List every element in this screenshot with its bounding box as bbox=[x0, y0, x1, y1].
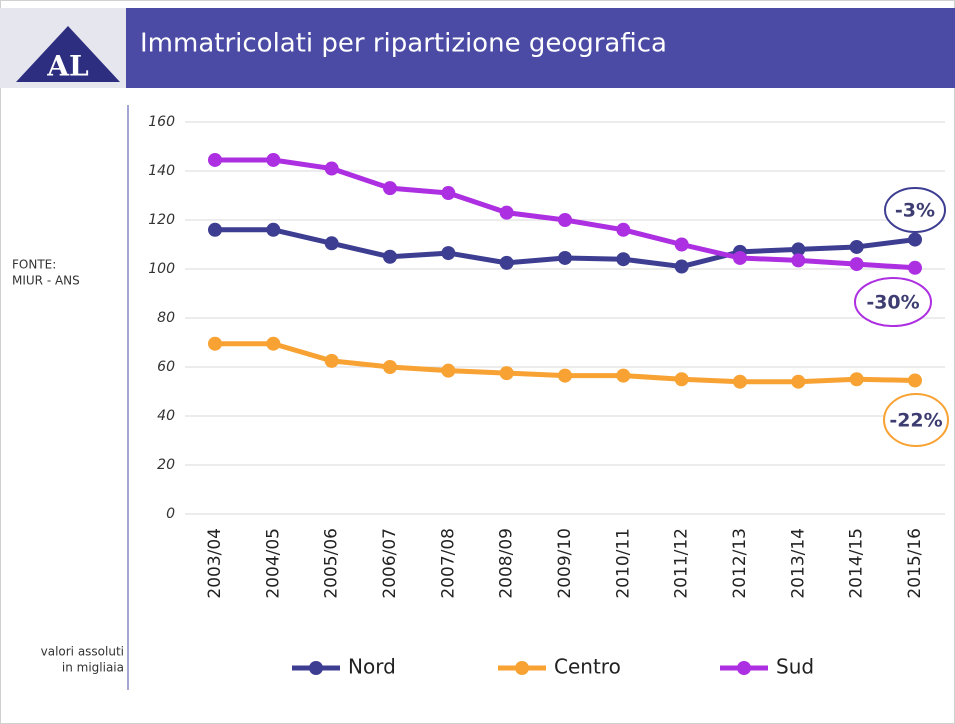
point bbox=[616, 252, 631, 267]
units-label: in migliaia bbox=[62, 661, 124, 675]
legend-label: Sud bbox=[776, 655, 814, 679]
point bbox=[441, 186, 456, 201]
point bbox=[324, 161, 339, 176]
point bbox=[499, 205, 514, 220]
x-tick-label: 2013/14 bbox=[788, 528, 808, 599]
point bbox=[558, 368, 572, 383]
legend-label: Centro bbox=[554, 655, 621, 679]
y-tick-label: 100 bbox=[148, 261, 175, 277]
annotation-text: -3% bbox=[895, 200, 935, 222]
y-tick-label: 120 bbox=[148, 212, 175, 228]
point bbox=[791, 242, 806, 257]
x-tick-label: 2003/04 bbox=[205, 528, 225, 599]
legend-marker bbox=[515, 661, 529, 675]
chart-title: Immatricolati per ripartizione geografic… bbox=[140, 29, 667, 59]
point bbox=[383, 181, 397, 196]
point bbox=[383, 360, 397, 374]
point bbox=[733, 374, 747, 389]
y-tick-label: 0 bbox=[166, 506, 175, 522]
point bbox=[908, 260, 922, 275]
legend-label: Nord bbox=[348, 655, 396, 679]
annotation-ring bbox=[854, 277, 932, 327]
point bbox=[616, 222, 631, 237]
point bbox=[849, 372, 864, 387]
y-tick-label: 20 bbox=[157, 457, 175, 473]
x-tick-label: 2010/11 bbox=[613, 528, 633, 599]
point bbox=[266, 152, 281, 167]
x-tick-label: 2011/12 bbox=[672, 528, 692, 599]
y-tick-label: 80 bbox=[157, 310, 175, 326]
point bbox=[791, 374, 806, 389]
point bbox=[674, 237, 689, 252]
point bbox=[208, 336, 222, 351]
x-tick-label: 2007/08 bbox=[438, 528, 458, 599]
logo-triangle bbox=[16, 26, 120, 82]
point bbox=[849, 257, 864, 272]
point bbox=[791, 253, 806, 268]
point bbox=[908, 232, 922, 247]
annotation-text: -22% bbox=[889, 410, 942, 432]
x-tick-label: 2014/15 bbox=[847, 528, 867, 599]
header-band bbox=[0, 8, 955, 88]
point bbox=[441, 246, 456, 261]
x-tick-label: 2015/16 bbox=[905, 528, 925, 599]
point bbox=[674, 259, 689, 274]
point bbox=[499, 366, 514, 381]
x-tick-label: 2004/05 bbox=[263, 528, 283, 599]
legend-marker bbox=[309, 661, 323, 675]
source-label: FONTE: bbox=[12, 258, 56, 272]
y-tick-label: 60 bbox=[157, 359, 175, 375]
point bbox=[674, 372, 689, 387]
x-tick-label: 2012/13 bbox=[730, 528, 750, 599]
point bbox=[324, 236, 339, 251]
point bbox=[499, 255, 514, 270]
logo-text: AL bbox=[46, 50, 89, 83]
annotation-ring bbox=[883, 393, 949, 447]
point bbox=[908, 373, 922, 388]
x-tick-label: 2008/09 bbox=[497, 528, 517, 599]
point bbox=[324, 353, 339, 368]
point bbox=[266, 222, 281, 237]
y-tick-label: 40 bbox=[157, 408, 175, 424]
point bbox=[849, 239, 864, 254]
point bbox=[383, 249, 397, 264]
annotation-text: -30% bbox=[866, 292, 919, 314]
source-label: MIUR - ANS bbox=[12, 274, 80, 288]
point bbox=[441, 363, 456, 378]
x-tick-label: 2006/07 bbox=[380, 528, 400, 599]
x-tick-label: 2005/06 bbox=[322, 528, 342, 599]
units-label: valori assoluti bbox=[41, 645, 124, 659]
point bbox=[733, 250, 747, 265]
y-tick-label: 140 bbox=[148, 163, 175, 179]
point bbox=[558, 250, 572, 265]
point bbox=[208, 152, 222, 167]
x-tick-label: 2009/10 bbox=[555, 528, 575, 599]
annotation-ring bbox=[884, 187, 946, 233]
point bbox=[266, 336, 281, 351]
point bbox=[558, 213, 572, 227]
legend-marker bbox=[737, 661, 751, 675]
point bbox=[208, 222, 222, 237]
point bbox=[616, 368, 631, 383]
y-tick-label: 160 bbox=[148, 114, 175, 130]
